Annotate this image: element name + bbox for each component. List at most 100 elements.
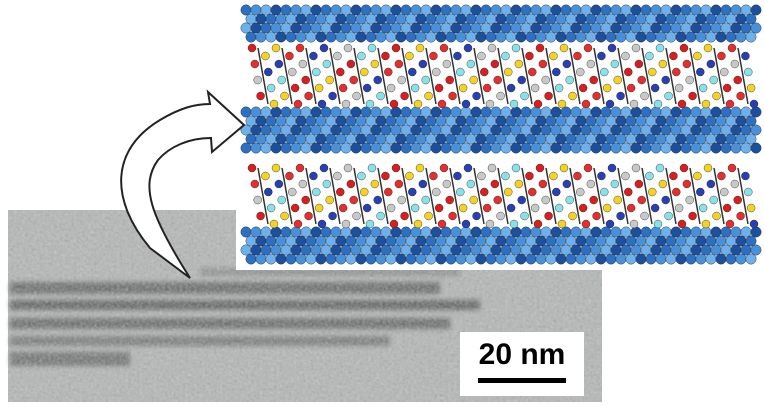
atom [477, 172, 485, 180]
atom [401, 143, 411, 153]
atom [626, 134, 636, 144]
atom [459, 204, 467, 212]
atom [311, 5, 321, 15]
atom [571, 107, 581, 117]
atom [261, 5, 271, 15]
atom [661, 107, 671, 117]
atom [584, 44, 592, 52]
atom [646, 14, 656, 24]
atom [526, 134, 536, 144]
atom [651, 125, 661, 135]
atom [466, 32, 476, 42]
atom [603, 84, 611, 92]
atom [461, 227, 471, 237]
atom [741, 107, 751, 117]
atom [451, 23, 461, 33]
atom [456, 236, 466, 246]
atom [309, 52, 317, 60]
atom [396, 116, 406, 126]
atom [449, 92, 457, 100]
atom [671, 23, 681, 33]
atom [470, 196, 478, 204]
atom [506, 134, 516, 144]
atom [641, 92, 649, 100]
atom [666, 254, 676, 264]
atom [251, 245, 261, 255]
atom [267, 84, 275, 92]
atom [734, 76, 742, 84]
atom [531, 245, 541, 255]
atom [456, 134, 466, 144]
atom [616, 254, 626, 264]
atom [525, 172, 533, 180]
atom [606, 134, 616, 144]
atom [518, 196, 526, 204]
atom [276, 134, 286, 144]
atom [421, 107, 431, 117]
atom [426, 236, 436, 246]
atom [706, 254, 716, 264]
atom [546, 254, 556, 264]
atom [371, 60, 379, 68]
atom [555, 84, 563, 92]
atom [678, 220, 686, 228]
atom [241, 245, 251, 255]
atom [606, 32, 616, 42]
atom [306, 116, 316, 126]
atom [736, 236, 746, 246]
atom [294, 220, 302, 228]
atom [331, 107, 341, 117]
atom [621, 125, 631, 135]
atom [311, 143, 321, 153]
atom [672, 68, 680, 76]
atom [311, 245, 321, 255]
atom [590, 76, 598, 84]
atom [648, 68, 656, 76]
atom [251, 5, 261, 15]
atom [246, 14, 256, 24]
atom [341, 125, 351, 135]
atom [561, 143, 571, 153]
atom [521, 125, 531, 135]
atom [491, 143, 501, 153]
atom [305, 212, 313, 220]
atom [491, 107, 501, 117]
atom [624, 188, 632, 196]
atom [411, 204, 419, 212]
atom [721, 227, 731, 237]
atom [596, 14, 606, 24]
atom [483, 204, 491, 212]
atom [526, 32, 536, 42]
atom [398, 196, 406, 204]
atom [713, 92, 721, 100]
atom [675, 84, 683, 92]
atom [416, 116, 426, 126]
figure: 20 nm [0, 0, 764, 405]
atom [518, 76, 526, 84]
atom [341, 107, 351, 117]
atom [461, 5, 471, 15]
atom [611, 227, 621, 237]
atom [665, 92, 673, 100]
atom [702, 100, 710, 108]
atom [576, 68, 584, 76]
atom [386, 134, 396, 144]
atom [713, 212, 721, 220]
atom [361, 5, 371, 15]
atom [536, 116, 546, 126]
atom [436, 134, 446, 144]
atom [741, 52, 749, 60]
atom [665, 212, 673, 220]
atom [671, 143, 681, 153]
atom [356, 116, 366, 126]
atom [621, 5, 631, 15]
atom [566, 236, 576, 246]
atom [506, 116, 516, 126]
atom [309, 172, 317, 180]
atom [429, 52, 437, 60]
atom [366, 32, 376, 42]
atom [395, 60, 403, 68]
atom [648, 188, 656, 196]
atom [436, 254, 446, 264]
atom [549, 172, 557, 180]
